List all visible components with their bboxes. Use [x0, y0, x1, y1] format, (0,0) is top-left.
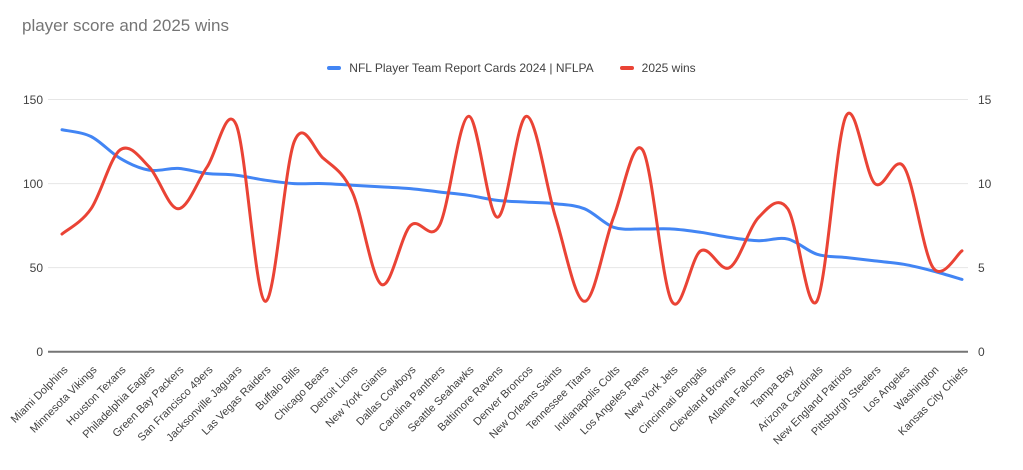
legend-label: 2025 wins	[641, 61, 696, 75]
right-axis-tick: 5	[978, 260, 985, 275]
right-axis-tick: 0	[978, 344, 985, 359]
left-axis-tick: 50	[29, 260, 43, 275]
legend-label: NFL Player Team Report Cards 2024 | NFLP…	[349, 61, 594, 75]
legend: NFL Player Team Report Cards 2024 | NFLP…	[0, 61, 1023, 75]
right-axis-tick: 10	[978, 176, 992, 191]
left-axis-tick: 0	[36, 344, 43, 359]
legend-swatch-icon	[327, 66, 342, 70]
right-axis-tick: 15	[978, 92, 992, 107]
series-line-player-score[interactable]	[60, 128, 964, 281]
legend-item[interactable]: 2025 wins	[619, 61, 696, 75]
legend-swatch-icon	[619, 66, 634, 70]
legend-item[interactable]: NFL Player Team Report Cards 2024 | NFLP…	[327, 61, 594, 75]
left-axis-tick: 150	[22, 92, 43, 107]
chart-title: player score and 2025 wins	[22, 16, 229, 35]
left-axis-tick: 100	[22, 176, 43, 191]
series-line-2025-wins[interactable]	[60, 111, 964, 306]
